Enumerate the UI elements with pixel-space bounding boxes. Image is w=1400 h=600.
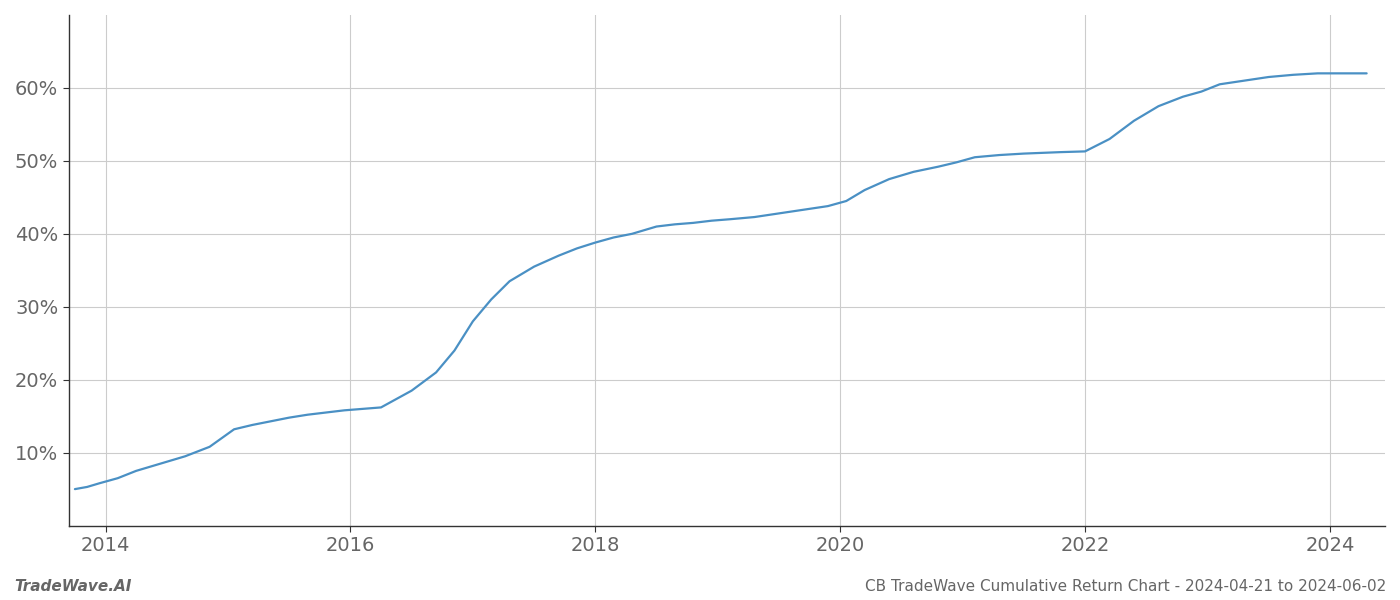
Text: TradeWave.AI: TradeWave.AI [14, 579, 132, 594]
Text: CB TradeWave Cumulative Return Chart - 2024-04-21 to 2024-06-02: CB TradeWave Cumulative Return Chart - 2… [865, 579, 1386, 594]
